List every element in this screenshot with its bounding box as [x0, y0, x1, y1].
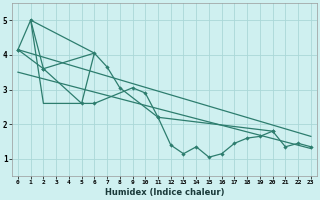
X-axis label: Humidex (Indice chaleur): Humidex (Indice chaleur) — [105, 188, 224, 197]
